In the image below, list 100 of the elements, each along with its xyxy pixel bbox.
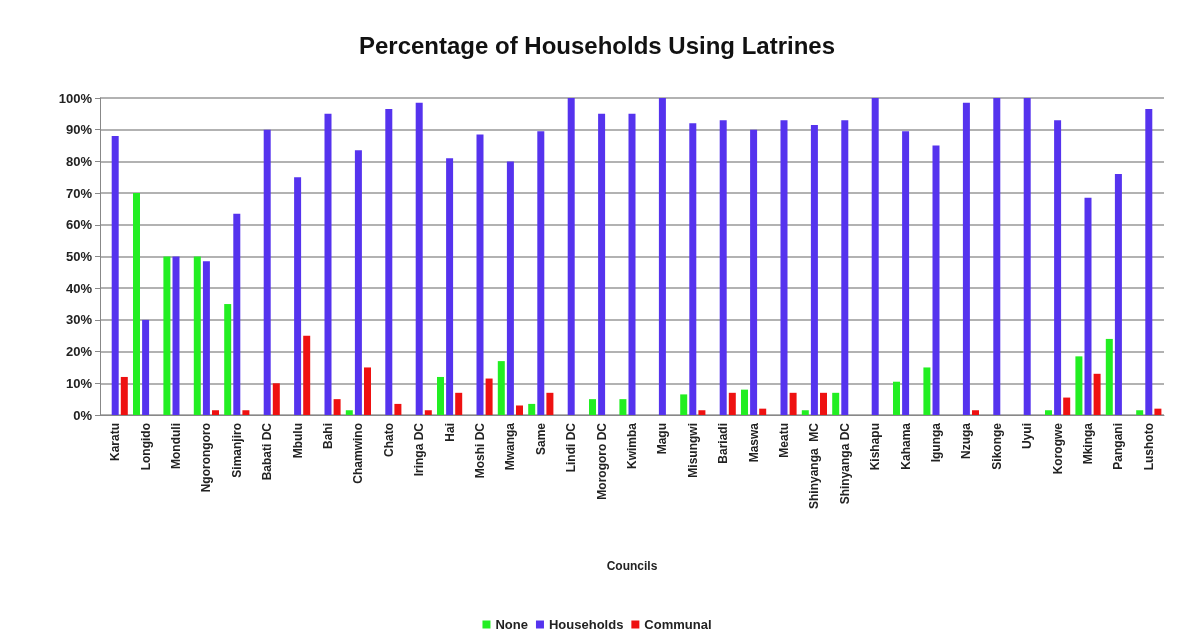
- x-tick-label: Igunga: [929, 422, 943, 463]
- y-tick-label: 60%: [65, 217, 93, 233]
- x-tick-label: Uyui: [1020, 423, 1035, 450]
- bar: [263, 129, 271, 415]
- bar: [759, 408, 767, 415]
- bar: [294, 177, 302, 415]
- x-tick-label: Karatu: [108, 423, 123, 462]
- bar: [902, 131, 910, 415]
- bar: [120, 376, 128, 415]
- x-tick-label: Shinyanga MC: [807, 422, 822, 510]
- bar: [698, 410, 706, 415]
- bar: [567, 98, 575, 415]
- x-tick-label: Kahama: [898, 422, 913, 470]
- bar: [741, 389, 748, 415]
- y-tick-label: 70%: [65, 185, 93, 201]
- x-axis-title: Councils: [606, 559, 658, 573]
- bar: [628, 113, 636, 415]
- y-tick-label: 30%: [65, 312, 93, 328]
- bar: [972, 410, 979, 415]
- y-tick-label: 80%: [65, 153, 93, 169]
- bar: [1145, 109, 1153, 415]
- bar: [415, 102, 423, 415]
- y-tick-label: 50%: [65, 249, 93, 264]
- bar: [385, 109, 393, 415]
- y-tick-label: 100%: [58, 90, 93, 106]
- bar: [1054, 120, 1062, 415]
- legend-label: Communal: [644, 617, 712, 632]
- bar: [333, 399, 341, 415]
- x-tick-label: Meatu: [777, 423, 791, 458]
- bar: [598, 113, 606, 415]
- bar: [324, 113, 332, 415]
- x-tick-label: Magu: [655, 423, 670, 455]
- bar: [485, 378, 493, 415]
- legend-label: Households: [548, 617, 624, 632]
- bar: [303, 335, 311, 415]
- bar: [589, 399, 596, 415]
- bar: [893, 381, 900, 415]
- bar: [455, 392, 463, 415]
- bar: [193, 256, 201, 415]
- bar: [142, 319, 150, 415]
- bar: [962, 102, 970, 415]
- x-tick-label: Mbulu: [290, 423, 305, 459]
- bar: [1023, 98, 1031, 415]
- bar: [728, 392, 736, 415]
- x-tick-label: Chato: [381, 423, 396, 457]
- x-tick-label: Iringa DC: [412, 422, 427, 477]
- x-tick-label: Mwanga: [503, 422, 518, 471]
- y-tick-label: 10%: [65, 375, 93, 391]
- bar: [832, 392, 840, 415]
- bar: [133, 193, 140, 415]
- bar: [1093, 373, 1101, 415]
- x-tick-label: Shinyanga DC: [837, 422, 852, 505]
- y-tick-label: 40%: [65, 280, 93, 296]
- bar: [528, 403, 536, 415]
- bar: [437, 376, 444, 415]
- bar: [537, 131, 545, 415]
- x-tick-label: Chamwino: [351, 423, 366, 484]
- bar: [932, 145, 940, 415]
- x-tick-label: Pangani: [1111, 423, 1126, 470]
- bar: [789, 392, 797, 415]
- bar: [242, 410, 250, 415]
- bar: [619, 399, 627, 415]
- bar: [1154, 408, 1162, 415]
- bar: [516, 405, 523, 415]
- bar: [272, 383, 280, 415]
- bar: [871, 98, 879, 415]
- bar: [506, 161, 514, 415]
- x-tick-label: Sikonge: [989, 422, 1004, 470]
- bar: [354, 150, 362, 415]
- x-tick-label: Longido: [138, 423, 153, 471]
- bar: [719, 120, 727, 415]
- bar: [1045, 410, 1052, 415]
- x-tick-label: Maswa: [746, 422, 761, 463]
- bar: [224, 304, 232, 415]
- bar: [1063, 397, 1071, 415]
- x-tick-label: Mkinga: [1081, 422, 1095, 465]
- y-tick-label: 0%: [73, 407, 93, 423]
- bar: [497, 361, 505, 415]
- y-tick-label: 90%: [65, 122, 93, 138]
- bar: [658, 98, 666, 415]
- bar: [446, 158, 454, 415]
- bar: [801, 410, 809, 415]
- bar: [1105, 338, 1113, 415]
- x-tick-label: Monduli: [169, 423, 183, 469]
- bar: [841, 120, 849, 415]
- bar: [810, 124, 818, 415]
- x-tick-label: Moshi DC: [473, 422, 487, 479]
- bar: [1136, 410, 1144, 415]
- x-tick-label: Lushoto: [1141, 423, 1156, 471]
- x-tick-label: Nzuga: [959, 422, 974, 459]
- bar: [212, 410, 219, 415]
- bar: [424, 410, 432, 415]
- x-tick-label: Bahi: [321, 423, 335, 450]
- chart-title: Percentage of Households Using Latrines: [358, 31, 836, 59]
- x-tick-label: Bariadi: [716, 423, 731, 464]
- bar: [820, 392, 827, 415]
- bar: [233, 213, 241, 415]
- x-tick-label: Kishapu: [868, 423, 883, 471]
- bar: [689, 123, 697, 415]
- bar: [394, 403, 402, 415]
